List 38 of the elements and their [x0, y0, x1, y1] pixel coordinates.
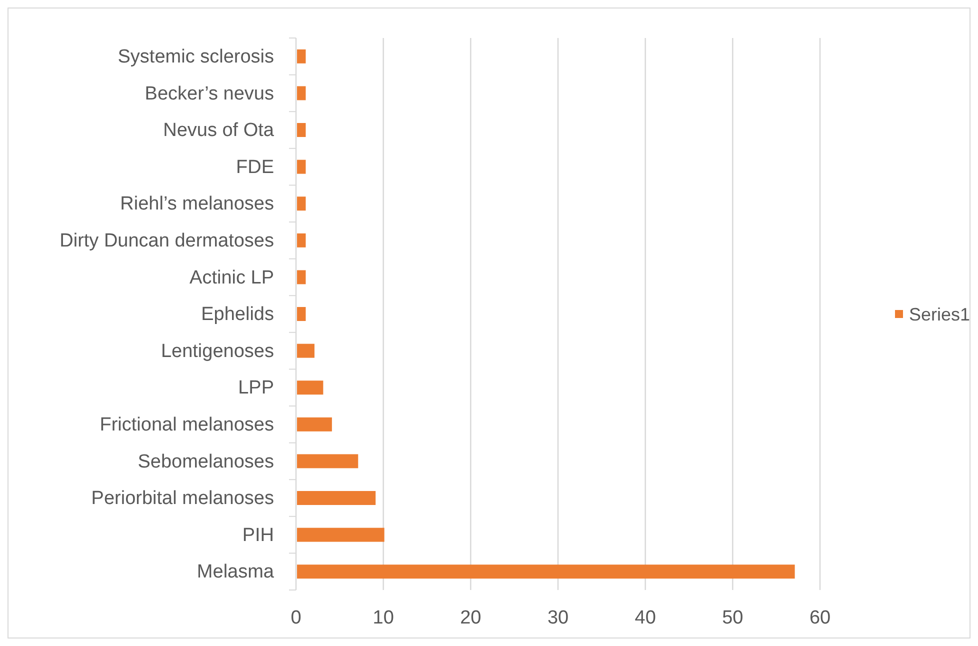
bar [297, 86, 306, 100]
bar [297, 196, 306, 211]
bar [297, 491, 376, 505]
y-tick-label: Sebomelanoses [138, 451, 274, 472]
y-tick-label: Dirty Duncan dermatoses [60, 230, 274, 252]
x-tick-label: 10 [372, 607, 394, 628]
x-tick-label: 0 [290, 607, 302, 628]
bar [297, 270, 306, 284]
y-tick-label: Becker’s nevus [144, 83, 274, 104]
y-tick-label: Lentigenoses [160, 340, 274, 362]
bar [297, 344, 314, 358]
x-tick-label: 20 [460, 607, 482, 628]
y-tick-label: Ephelids [201, 304, 274, 326]
bar [297, 233, 306, 248]
bar [297, 123, 306, 137]
bar [297, 528, 384, 542]
bar [297, 564, 795, 579]
x-tick-label: 40 [634, 607, 656, 628]
bar [297, 160, 306, 174]
x-tick-label: 50 [722, 607, 744, 628]
y-tick-label: Riehl’s melanoses [120, 194, 274, 215]
bar [297, 380, 324, 395]
x-tick-label: 30 [547, 607, 569, 628]
y-tick-label: PIH [242, 524, 274, 546]
y-tick-label: Systemic sclerosis [118, 46, 274, 68]
legend-label: Series1 [909, 304, 970, 324]
y-tick-label: Nevus of Ota [163, 120, 274, 142]
bar [297, 307, 306, 321]
y-tick-label: LPP [238, 378, 274, 399]
y-tick-label: Actinic LP [190, 267, 274, 288]
bar [297, 417, 332, 432]
y-tick-label: Melasma [196, 562, 274, 583]
bar [297, 454, 358, 468]
y-tick-label: FDE [236, 156, 274, 178]
x-tick-label: 60 [809, 607, 831, 628]
y-tick-label: Frictional melanoses [100, 414, 274, 436]
bar [297, 49, 306, 64]
y-tick-label: Periorbital melanoses [91, 488, 274, 510]
